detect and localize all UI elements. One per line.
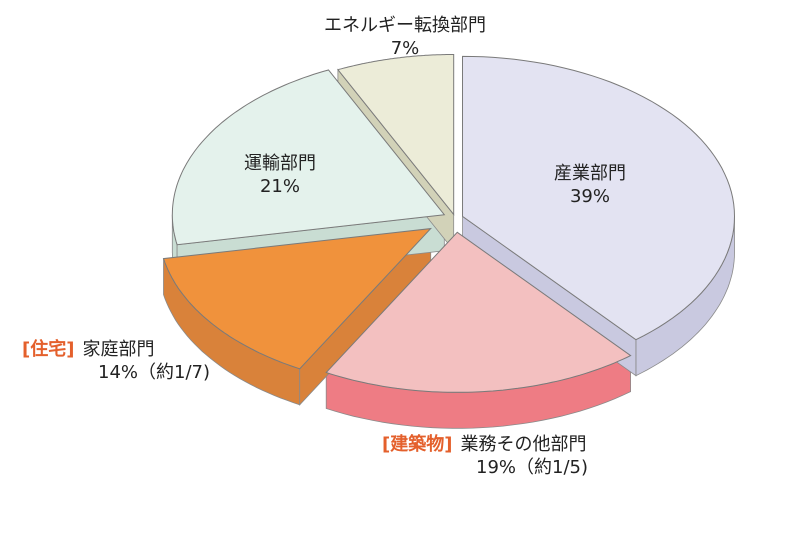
pie-slice-industry <box>461 55 736 341</box>
slice-value-industry: 39% <box>569 186 610 207</box>
pie-slice-commercial <box>325 231 632 393</box>
pie-slice-household <box>162 227 433 370</box>
slice-name-household: 家庭部門 <box>82 339 155 360</box>
slice-label-commercial: [建築物] 業務その他部門 19%（約1/5) <box>382 433 588 479</box>
slice-name-energy: エネルギー転換部門 <box>324 15 486 36</box>
slice-label-transport: 運輸部門 21% <box>225 152 335 198</box>
slice-name-transport: 運輸部門 <box>244 153 316 174</box>
slice-tag-commercial: [建築物] <box>382 434 453 455</box>
slice-value-energy: 7% <box>390 38 420 59</box>
slice-label-industry: 産業部門 39% <box>530 162 650 208</box>
slice-value-commercial: 19%（約1/5) <box>476 457 588 478</box>
pie-slice-transport <box>171 69 446 246</box>
slice-label-energy: エネルギー転換部門 7% <box>300 14 510 60</box>
slice-tag-household: [住宅] <box>22 339 75 360</box>
slice-name-commercial: 業務その他部門 <box>460 434 587 455</box>
pie-top-layer <box>162 54 736 393</box>
slice-value-household: 14%（約1/7) <box>98 362 210 383</box>
slice-name-industry: 産業部門 <box>554 163 626 184</box>
pie-slice-energy <box>337 54 455 216</box>
slice-label-household: [住宅] 家庭部門 14%（約1/7) <box>22 338 210 384</box>
slice-value-transport: 21% <box>259 176 300 197</box>
